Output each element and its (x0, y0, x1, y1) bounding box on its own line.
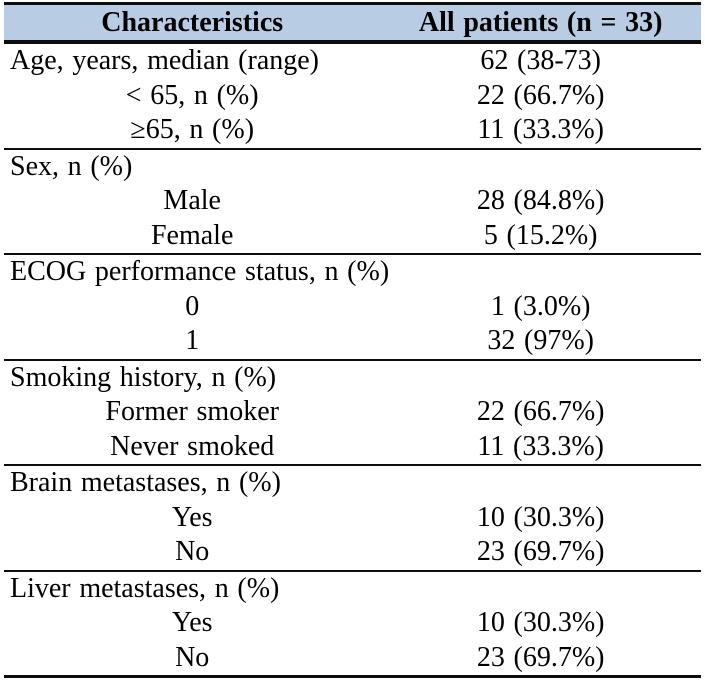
row-label: Smoking history, n (%) (10, 361, 277, 393)
section-brain-metastases: Brain metastases, n (%) Yes 10 (30.3%) N… (4, 464, 701, 570)
table-row: ECOG performance status, n (%) (4, 255, 701, 290)
table-row: Liver metastases, n (%) (4, 572, 701, 607)
row-value: 1 (3.0%) (490, 290, 591, 322)
row-value: 22 (66.7%) (476, 396, 605, 428)
row-label: ≥65, n (%) (130, 114, 255, 146)
row-value: 10 (30.3%) (476, 607, 605, 639)
table-row: Former smoker 22 (66.7%) (4, 395, 701, 430)
section-liver-metastases: Liver metastases, n (%) Yes 10 (30.3%) N… (4, 569, 701, 676)
row-label: Age, years, median (range) (10, 45, 320, 77)
row-value: 23 (69.7%) (476, 536, 605, 568)
row-label: No (175, 641, 210, 673)
row-value: 11 (33.3%) (477, 430, 604, 462)
row-label: Never smoked (110, 430, 275, 462)
row-label: Male (163, 185, 221, 217)
table-row: Yes 10 (30.3%) (4, 501, 701, 536)
header-all-patients: All patients (n = 33) (418, 6, 663, 38)
row-label: Liver metastases, n (%) (10, 572, 280, 604)
row-label: Yes (171, 607, 213, 639)
row-value: 10 (30.3%) (476, 501, 605, 533)
section-ecog: ECOG performance status, n (%) 0 1 (3.0%… (4, 253, 701, 359)
row-label: Female (150, 219, 234, 251)
header-characteristics: Characteristics (101, 6, 284, 38)
table-row: Yes 10 (30.3%) (4, 606, 701, 641)
row-value: 22 (66.7%) (476, 79, 605, 111)
table-row: < 65, n (%) 22 (66.7%) (4, 79, 701, 114)
row-value: 11 (33.3%) (477, 114, 604, 146)
row-value: 28 (84.8%) (476, 185, 605, 217)
table-row: Brain metastases, n (%) (4, 466, 701, 501)
row-label: ECOG performance status, n (%) (10, 256, 390, 288)
row-label: 1 (185, 325, 200, 357)
table-row: Smoking history, n (%) (4, 361, 701, 396)
row-value: 62 (38-73) (480, 45, 601, 77)
row-value: 5 (15.2%) (483, 219, 598, 251)
row-value: 23 (69.7%) (476, 641, 605, 673)
table-row: Sex, n (%) (4, 150, 701, 185)
table-row: No 23 (69.7%) (4, 535, 701, 570)
table-row: Never smoked 11 (33.3%) (4, 430, 701, 465)
section-age: Age, years, median (range) 62 (38-73) < … (4, 44, 701, 148)
row-value: 32 (97%) (487, 325, 594, 357)
row-label: Former smoker (105, 396, 279, 428)
table-row: 0 1 (3.0%) (4, 290, 701, 325)
row-label: 0 (185, 290, 200, 322)
page: Characteristics All patients (n = 33) Ag… (4, 2, 701, 678)
table-header-row: Characteristics All patients (n = 33) (4, 5, 701, 44)
row-label: Sex, n (%) (10, 150, 133, 182)
table-row: No 23 (69.7%) (4, 641, 701, 676)
table-row: Male 28 (84.8%) (4, 184, 701, 219)
table-row: ≥65, n (%) 11 (33.3%) (4, 113, 701, 148)
table-row: Female 5 (15.2%) (4, 219, 701, 254)
section-sex: Sex, n (%) Male 28 (84.8%) Female 5 (15.… (4, 147, 701, 254)
characteristics-table: Characteristics All patients (n = 33) Ag… (4, 2, 701, 678)
row-label: Yes (171, 501, 213, 533)
row-label: < 65, n (%) (125, 79, 259, 111)
table-row: 1 32 (97%) (4, 324, 701, 359)
table-row: Age, years, median (range) 62 (38-73) (4, 44, 701, 79)
section-smoking: Smoking history, n (%) Former smoker 22 … (4, 358, 701, 465)
row-label: Brain metastases, n (%) (10, 467, 281, 499)
row-label: No (175, 536, 210, 568)
